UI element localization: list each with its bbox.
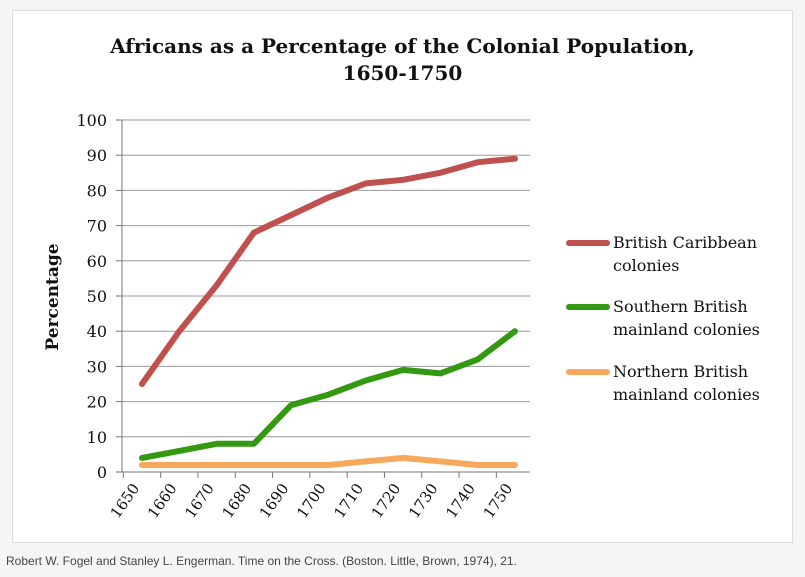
x-tick-label: 1670 [181,480,218,522]
legend-label: Southern British [613,297,748,316]
y-tick-label: 80 [87,181,107,200]
legend-label: colonies [613,256,679,275]
x-tick-label: 1650 [107,480,144,522]
y-tick-label: 90 [87,146,107,165]
x-tick-label: 1750 [480,480,517,522]
y-tick-label: 100 [76,111,107,130]
y-tick-label: 10 [87,428,107,447]
legend: British Caribbean colonies Southern Britis… [566,233,760,404]
legend-label: mainland colonies [613,320,760,339]
x-tick-label: 1710 [330,480,367,522]
chart-title-line-2: 1650-1750 [342,61,463,85]
x-tick-label: 1680 [219,480,256,522]
y-tick-label: 70 [87,217,107,236]
legend-label: Northern British [613,362,748,381]
chart-card: Africans as a Percentage of the Colonial… [12,10,793,543]
gridlines [122,119,530,438]
series-line-3 [139,454,518,468]
y-tick-label: 60 [87,252,107,271]
chart-title: Africans as a Percentage of the Colonial… [13,33,792,87]
y-tick-label: 40 [87,322,107,341]
source-citation: Robert W. Fogel and Stanley L. Engerman.… [6,554,517,568]
series-line-2 [139,328,518,461]
y-tick-label: 20 [87,393,107,412]
x-tick-label: 1720 [368,480,405,522]
y-tick-label: 50 [87,287,107,306]
x-tick-label: 1690 [256,480,293,522]
legend-label: mainland colonies [613,385,760,404]
x-tick-label: 1740 [442,480,479,522]
x-tick-label: 1730 [405,480,442,522]
series-lines [139,155,518,468]
x-tick-label: 1660 [144,480,181,522]
legend-label: British Caribbean [613,233,757,252]
y-tick-label: 0 [97,463,107,482]
y-tick-label: 30 [87,357,107,376]
series-line-1 [139,155,518,387]
y-axis-label: Percentage [43,243,63,350]
x-tick-label: 1700 [293,480,330,522]
chart-title-line-1: Africans as a Percentage of the Colonial… [110,34,695,58]
